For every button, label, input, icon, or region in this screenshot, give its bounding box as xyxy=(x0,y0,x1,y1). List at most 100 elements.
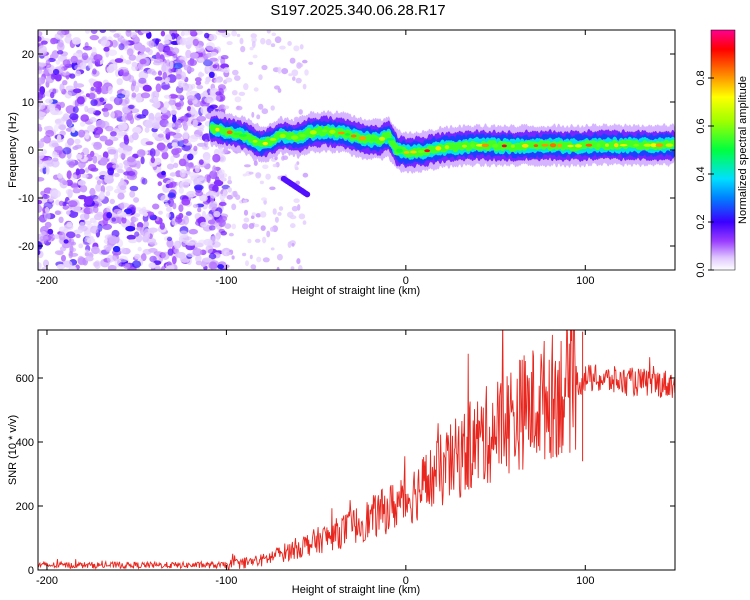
noise-blob xyxy=(178,204,184,212)
noise-blob xyxy=(41,266,48,270)
noise-blob xyxy=(163,94,172,99)
noise-blob xyxy=(121,216,127,224)
noise-blob xyxy=(234,96,242,103)
noise-blob xyxy=(168,182,174,189)
noise-blob xyxy=(198,127,204,132)
noise-blob xyxy=(175,120,182,126)
noise-blob xyxy=(66,170,72,180)
noise-blob xyxy=(75,154,83,160)
noise-blob xyxy=(87,107,96,114)
noise-blob xyxy=(251,40,256,48)
noise-blob xyxy=(218,169,225,175)
noise-blob xyxy=(84,167,90,173)
noise-blob xyxy=(242,223,249,230)
ridge-peak xyxy=(226,130,233,135)
noise-blob xyxy=(119,152,127,159)
noise-blob xyxy=(254,238,261,243)
x-tick-label: -200 xyxy=(36,575,58,587)
noise-blob xyxy=(82,147,90,156)
noise-blob xyxy=(148,112,155,122)
noise-blob xyxy=(198,71,203,79)
noise-blob xyxy=(203,91,208,97)
noise-blob xyxy=(214,78,220,84)
noise-blob xyxy=(188,193,194,199)
noise-blob xyxy=(40,76,46,84)
noise-blob xyxy=(122,149,128,155)
colorbar-label: Normalized spectral amplitude xyxy=(737,76,749,224)
noise-blob xyxy=(250,264,257,270)
noise-blob xyxy=(134,30,140,33)
noise-blob xyxy=(102,223,112,230)
noise-blob xyxy=(253,223,260,228)
noise-blob xyxy=(99,191,105,200)
noise-blob xyxy=(132,126,142,134)
noise-blob xyxy=(205,76,211,83)
noise-blob xyxy=(183,37,192,45)
noise-blob xyxy=(164,202,169,208)
noise-blob xyxy=(198,58,205,64)
noise-blob xyxy=(205,244,214,254)
noise-blob xyxy=(281,68,289,75)
noise-blob xyxy=(95,183,102,192)
noise-blob xyxy=(189,52,199,59)
noise-blob xyxy=(212,64,218,69)
noise-blob xyxy=(100,85,107,94)
noise-blob xyxy=(140,30,151,34)
noise-blob xyxy=(195,80,202,86)
noise-blob xyxy=(67,200,78,208)
noise-blob xyxy=(81,173,89,179)
ridge-peak xyxy=(510,144,515,148)
noise-blob xyxy=(205,42,215,51)
noise-blob xyxy=(54,210,62,215)
y-tick-label: 20 xyxy=(22,49,34,61)
noise-blob xyxy=(151,103,160,108)
noise-blob xyxy=(82,45,93,51)
noise-blob xyxy=(120,247,127,254)
noise-blob xyxy=(269,186,276,191)
ridge-peak xyxy=(337,131,345,135)
noise-blob xyxy=(188,228,198,235)
noise-blob xyxy=(99,97,105,102)
noise-blob xyxy=(134,231,140,237)
noise-blob xyxy=(99,30,107,33)
noise-blob xyxy=(166,239,174,248)
ridge-peak xyxy=(650,143,657,148)
ridge-peak xyxy=(238,133,247,137)
noise-blob xyxy=(195,190,204,197)
noise-blob xyxy=(128,239,138,244)
noise-blob xyxy=(158,210,163,215)
noise-blob xyxy=(56,30,66,36)
noise-blob xyxy=(171,256,177,265)
noise-blob xyxy=(92,261,100,267)
noise-blob xyxy=(193,145,198,152)
ridge-band xyxy=(304,191,311,198)
noise-blob xyxy=(166,212,171,218)
noise-blob xyxy=(151,122,160,129)
ridge-peak xyxy=(444,145,450,150)
noise-blob xyxy=(122,113,127,123)
noise-blob xyxy=(131,64,139,72)
noise-blob xyxy=(45,98,54,104)
noise-blob xyxy=(66,231,76,239)
noise-blob xyxy=(96,179,102,185)
noise-blob xyxy=(253,160,258,166)
noise-blob xyxy=(296,62,302,69)
noise-blob xyxy=(177,80,184,88)
noise-blob xyxy=(172,114,177,123)
noise-blob xyxy=(77,180,86,186)
x-tick-label: 100 xyxy=(576,275,594,287)
noise-blob xyxy=(153,251,163,256)
noise-blob xyxy=(156,142,166,151)
noise-blob xyxy=(73,80,78,89)
noise-blob xyxy=(200,261,207,267)
noise-blob xyxy=(79,121,86,127)
noise-blob xyxy=(40,137,50,143)
noise-blob xyxy=(125,59,132,65)
noise-blob xyxy=(51,50,59,59)
noise-blob xyxy=(116,78,123,86)
ridge-peak xyxy=(344,133,351,136)
noise-blob xyxy=(113,96,123,106)
noise-blob xyxy=(142,248,152,255)
noise-blob xyxy=(217,84,226,91)
noise-blob xyxy=(86,237,96,244)
